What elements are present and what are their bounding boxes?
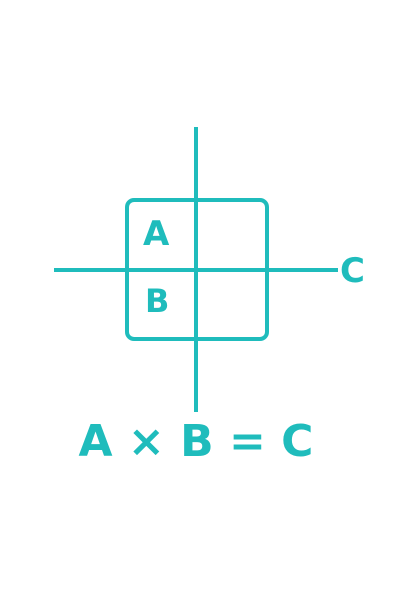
center-square bbox=[125, 198, 269, 341]
equation: A × B = C bbox=[78, 416, 314, 467]
label-b: B bbox=[145, 282, 170, 320]
label-a: A bbox=[143, 214, 170, 254]
label-c: C bbox=[340, 251, 365, 291]
